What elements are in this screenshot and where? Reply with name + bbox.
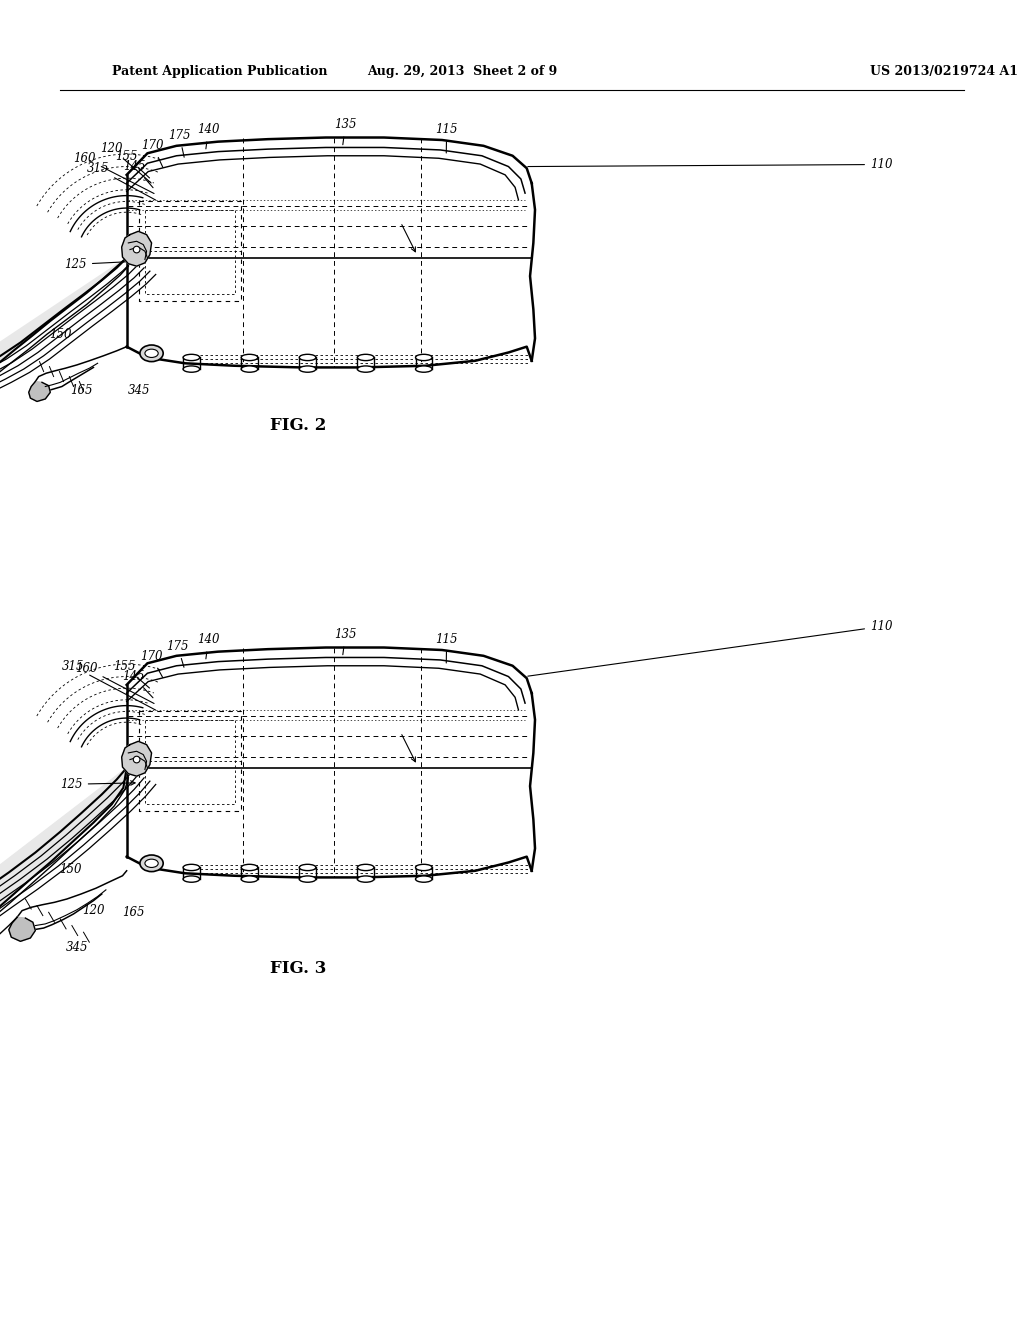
Text: 345: 345 bbox=[66, 941, 88, 954]
Text: 135: 135 bbox=[334, 628, 356, 655]
Ellipse shape bbox=[357, 865, 374, 871]
Text: 315: 315 bbox=[87, 162, 156, 201]
Ellipse shape bbox=[299, 366, 315, 372]
Polygon shape bbox=[122, 742, 152, 776]
Text: 145: 145 bbox=[122, 669, 153, 698]
Text: 110: 110 bbox=[527, 158, 893, 172]
Ellipse shape bbox=[242, 354, 258, 360]
Text: 170: 170 bbox=[140, 649, 163, 677]
Ellipse shape bbox=[299, 354, 315, 360]
Ellipse shape bbox=[140, 345, 163, 362]
Text: 165: 165 bbox=[122, 906, 144, 919]
Ellipse shape bbox=[357, 366, 374, 372]
Ellipse shape bbox=[299, 865, 315, 871]
Text: 120: 120 bbox=[100, 141, 152, 183]
Text: 150: 150 bbox=[59, 863, 82, 875]
Ellipse shape bbox=[242, 366, 258, 372]
Text: 115: 115 bbox=[435, 634, 458, 663]
Ellipse shape bbox=[416, 354, 432, 360]
Ellipse shape bbox=[140, 855, 163, 871]
Polygon shape bbox=[29, 381, 50, 401]
Text: 160: 160 bbox=[74, 152, 154, 194]
Text: 165: 165 bbox=[70, 384, 92, 397]
Ellipse shape bbox=[242, 876, 258, 882]
Text: 345: 345 bbox=[128, 384, 151, 397]
Text: 170: 170 bbox=[141, 139, 164, 168]
Text: 135: 135 bbox=[334, 119, 356, 145]
Text: FIG. 2: FIG. 2 bbox=[270, 417, 327, 434]
Text: 110: 110 bbox=[527, 620, 893, 676]
Polygon shape bbox=[9, 917, 36, 941]
Text: US 2013/0219724 A1: US 2013/0219724 A1 bbox=[870, 66, 1018, 78]
Ellipse shape bbox=[357, 354, 374, 360]
Text: 160: 160 bbox=[75, 661, 154, 704]
Ellipse shape bbox=[299, 876, 315, 882]
Ellipse shape bbox=[416, 876, 432, 882]
Text: 115: 115 bbox=[435, 123, 458, 153]
Text: 175: 175 bbox=[167, 640, 189, 668]
Polygon shape bbox=[0, 768, 127, 978]
Ellipse shape bbox=[416, 366, 432, 372]
Ellipse shape bbox=[416, 865, 432, 871]
Ellipse shape bbox=[357, 876, 374, 882]
Text: FIG. 3: FIG. 3 bbox=[270, 960, 327, 977]
Text: 140: 140 bbox=[198, 123, 220, 149]
Text: 120: 120 bbox=[82, 904, 104, 917]
Text: 140: 140 bbox=[198, 634, 220, 659]
Ellipse shape bbox=[183, 865, 200, 871]
Circle shape bbox=[133, 756, 140, 763]
Polygon shape bbox=[122, 231, 152, 267]
Ellipse shape bbox=[183, 366, 200, 372]
Text: 145: 145 bbox=[123, 160, 153, 187]
Text: 155: 155 bbox=[114, 660, 150, 688]
Ellipse shape bbox=[242, 865, 258, 871]
Ellipse shape bbox=[145, 859, 158, 867]
Text: 125: 125 bbox=[65, 257, 135, 271]
Ellipse shape bbox=[145, 350, 158, 358]
Circle shape bbox=[133, 247, 140, 253]
Ellipse shape bbox=[183, 354, 200, 360]
Ellipse shape bbox=[183, 876, 200, 882]
Text: Patent Application Publication: Patent Application Publication bbox=[112, 66, 328, 78]
Text: Aug. 29, 2013  Sheet 2 of 9: Aug. 29, 2013 Sheet 2 of 9 bbox=[367, 66, 557, 78]
Text: 315: 315 bbox=[61, 660, 156, 710]
Text: 125: 125 bbox=[60, 777, 135, 791]
Text: 150: 150 bbox=[49, 327, 72, 341]
Polygon shape bbox=[0, 257, 127, 421]
Text: 175: 175 bbox=[168, 129, 190, 157]
Text: 155: 155 bbox=[115, 150, 150, 178]
